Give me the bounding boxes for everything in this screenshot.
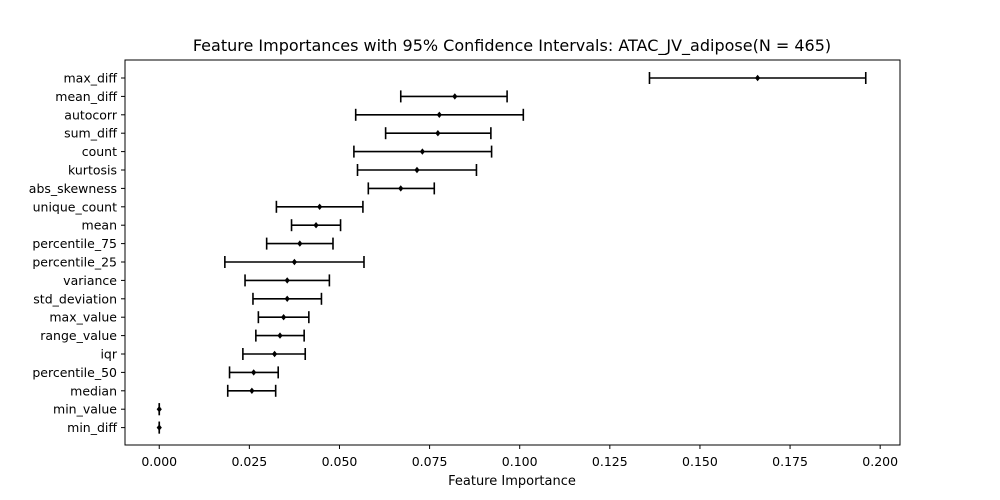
x-tick-label: 0.000 — [141, 454, 177, 469]
point-marker — [271, 350, 278, 358]
error-bar — [156, 421, 162, 434]
error-bar — [255, 329, 305, 342]
x-tick-label: 0.100 — [502, 454, 538, 469]
y-tick-label: percentile_75 — [32, 236, 117, 251]
y-tick-label: median — [70, 383, 117, 398]
point-marker — [156, 406, 162, 413]
point-marker — [249, 387, 255, 394]
error-bar — [228, 366, 279, 379]
error-bar — [252, 292, 323, 305]
chart-marks — [156, 72, 867, 434]
y-tick-label: max_value — [49, 310, 117, 325]
error-bar — [156, 403, 162, 416]
y-tick-label: percentile_25 — [32, 255, 117, 270]
point-marker — [452, 93, 458, 100]
x-tick-label: 0.075 — [412, 454, 448, 469]
y-tick-label: range_value — [40, 328, 117, 343]
x-tick-label: 0.025 — [231, 454, 267, 469]
point-marker — [755, 74, 761, 82]
error-bar — [244, 274, 331, 287]
y-tick-label: count — [82, 144, 117, 159]
error-bar — [224, 256, 365, 268]
x-tick-label: 0.125 — [592, 454, 628, 469]
x-axis: 0.000 0.025 0.050 0.075 0.100 0.125 0.150 0.175… — [141, 445, 898, 469]
y-tick-label: abs_skewness — [29, 181, 117, 196]
point-marker — [251, 369, 257, 376]
y-tick-label: iqr — [100, 347, 117, 362]
point-marker — [277, 332, 283, 339]
point-marker — [398, 185, 404, 192]
error-bar — [399, 90, 508, 103]
error-bar — [242, 348, 307, 360]
point-marker — [284, 295, 290, 302]
error-bar — [356, 164, 478, 176]
error-bar — [648, 72, 867, 84]
y-tick-label: min_value — [53, 402, 117, 417]
error-bar — [367, 182, 436, 195]
plot-area — [124, 59, 901, 446]
point-marker — [436, 111, 442, 118]
point-marker — [435, 130, 441, 137]
error-bar — [353, 145, 493, 158]
point-marker — [317, 203, 323, 210]
y-tick-label: kurtosis — [68, 163, 117, 178]
point-marker — [281, 314, 287, 321]
y-tick-label: variance — [63, 273, 117, 288]
point-marker — [297, 240, 303, 247]
y-tick-label: mean — [82, 218, 117, 233]
point-marker — [419, 148, 425, 155]
point-marker — [313, 222, 319, 229]
y-tick-label: std_deviation — [33, 291, 117, 306]
error-bar — [354, 108, 525, 121]
x-axis-label: Feature Importance — [448, 474, 576, 489]
error-bar — [384, 127, 492, 140]
error-bar — [226, 384, 277, 397]
point-marker — [284, 277, 290, 284]
x-tick-label: 0.050 — [322, 454, 358, 469]
chart-title: Feature Importances with 95% Confidence … — [193, 36, 831, 56]
x-tick-label: 0.200 — [862, 454, 898, 469]
error-bar — [257, 311, 310, 324]
x-tick-label: 0.150 — [682, 454, 718, 469]
y-tick-label: sum_diff — [64, 126, 117, 141]
y-tick-label: percentile_50 — [32, 365, 117, 380]
point-marker — [291, 258, 298, 266]
y-tick-label: unique_count — [33, 199, 117, 214]
error-bar — [275, 200, 364, 213]
point-marker — [414, 166, 420, 174]
x-tick-label: 0.175 — [772, 454, 808, 469]
error-bar — [290, 219, 342, 232]
y-tick-label: max_diff — [63, 71, 117, 86]
y-tick-label: min_diff — [67, 420, 117, 435]
error-bar — [265, 237, 334, 250]
y-tick-label: autocorr — [64, 107, 118, 122]
y-tick-label: mean_diff — [55, 89, 117, 104]
point-marker — [156, 424, 162, 431]
